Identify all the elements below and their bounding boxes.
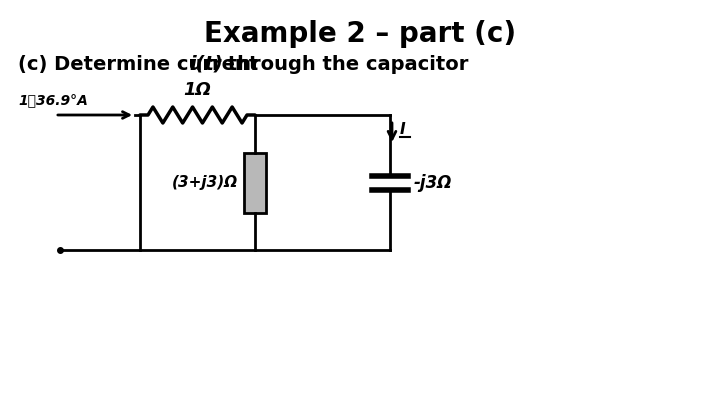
Text: Example 2 – part (c): Example 2 – part (c) [204, 20, 516, 48]
Text: 1Ω: 1Ω [184, 81, 212, 99]
Text: (3+j3)Ω: (3+j3)Ω [172, 175, 238, 190]
Text: I: I [400, 122, 405, 137]
Text: 1⍠36.9°A: 1⍠36.9°A [18, 93, 88, 107]
Bar [244, 153, 266, 213]
Text: (c) Determine current: (c) Determine current [18, 55, 265, 74]
Text: through the capacitor: through the capacitor [221, 55, 468, 74]
Text: -j3Ω: -j3Ω [414, 173, 452, 192]
Text: i(t): i(t) [189, 55, 223, 74]
